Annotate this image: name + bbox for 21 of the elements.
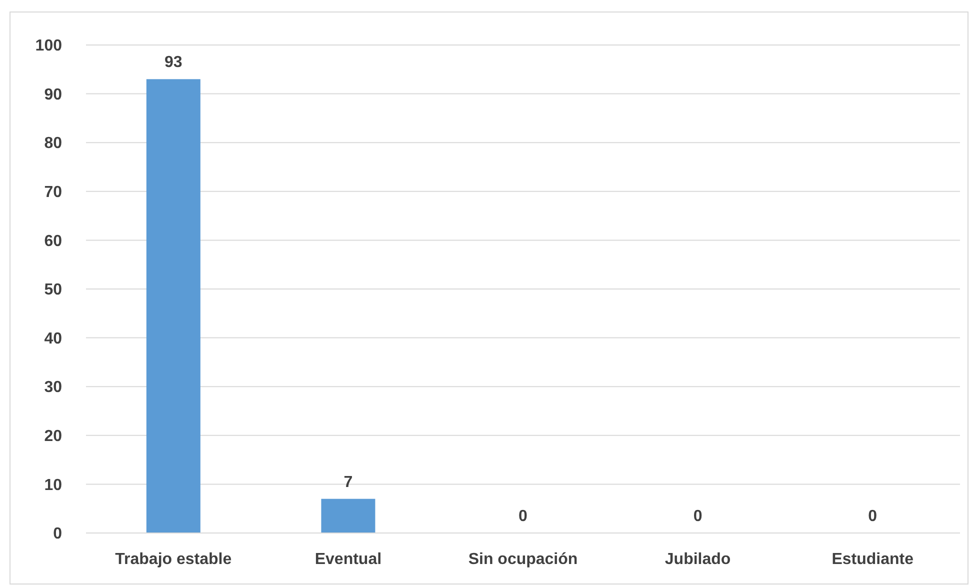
y-tick-label: 50 [44,282,62,299]
x-tick-label: Sin ocupación [468,551,578,568]
data-label: 0 [693,508,702,525]
x-tick-label: Eventual [314,551,382,568]
y-tick-label: 80 [44,135,62,152]
x-tick-label: Trabajo estable [115,551,232,568]
y-tick-label: 90 [44,86,62,104]
data-label: 7 [344,474,353,491]
y-tick-label: 30 [44,379,62,396]
y-tick-label: 10 [44,476,62,494]
y-tick-label: 70 [44,184,62,201]
x-tick-label: Estudiante [832,551,914,568]
y-tick-label: 60 [44,232,62,250]
y-tick-label: 0 [53,526,62,543]
y-tick-label: 100 [35,38,62,55]
data-label: 0 [868,508,878,525]
data-label: 93 [164,54,182,72]
y-tick-label: 40 [44,330,62,348]
x-tick-label: Jubilado [664,551,731,568]
y-tick-label: 20 [44,428,62,445]
data-label: 0 [518,508,528,525]
